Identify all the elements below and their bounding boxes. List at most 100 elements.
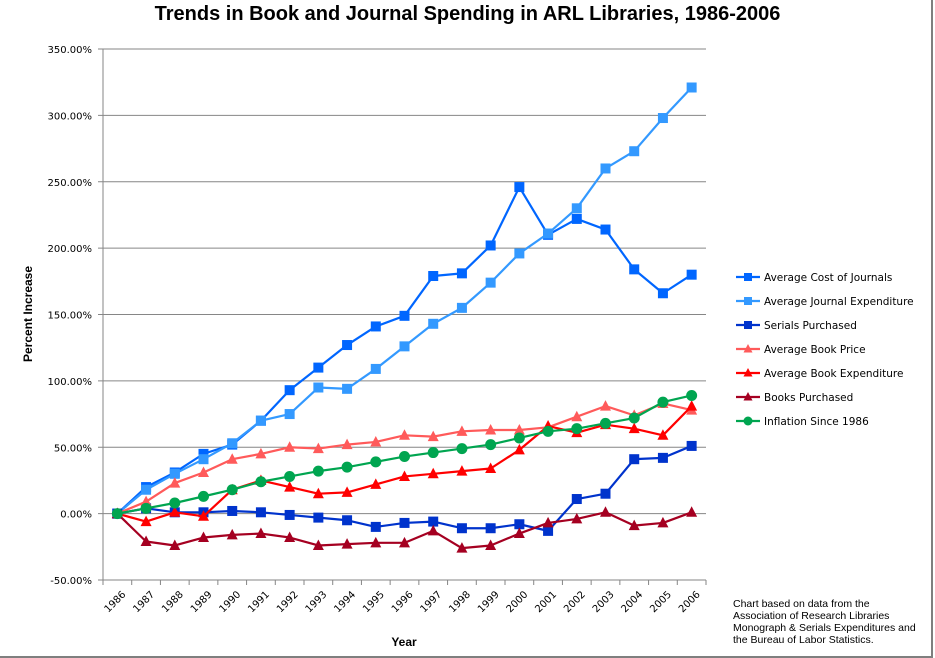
- x-tick-label: 1993: [304, 589, 330, 615]
- data-point: [743, 392, 753, 401]
- x-tick-label: 1999: [476, 589, 502, 615]
- data-point: [284, 531, 296, 543]
- legend-label: Average Book Expenditure: [764, 368, 903, 380]
- legend-item: Average Cost of Journals: [736, 272, 892, 284]
- x-tick-label: 1988: [160, 589, 186, 615]
- series-group: [111, 82, 698, 553]
- series-inflation-since-1986: [111, 389, 698, 520]
- data-point: [686, 82, 697, 93]
- data-point: [140, 515, 152, 527]
- data-point: [600, 163, 611, 174]
- data-point: [744, 321, 752, 329]
- data-point: [485, 523, 496, 534]
- data-point: [600, 506, 611, 517]
- data-point: [169, 477, 181, 488]
- y-tick-label: 100.00%: [48, 377, 93, 388]
- data-point: [399, 310, 410, 321]
- data-point: [485, 439, 497, 451]
- data-point: [341, 438, 353, 450]
- data-point: [312, 442, 324, 454]
- x-tick-label: 1986: [103, 589, 129, 615]
- data-point: [427, 467, 439, 479]
- data-point: [341, 461, 353, 473]
- x-tick-label: 1991: [246, 589, 272, 615]
- data-point: [456, 523, 467, 534]
- x-tick-label: 2001: [533, 589, 559, 615]
- data-point: [255, 507, 266, 518]
- y-tick-label: 300.00%: [48, 111, 93, 122]
- data-point: [686, 400, 698, 411]
- series-books-purchased: [111, 506, 698, 553]
- data-point: [427, 524, 439, 536]
- y-tick-label: 150.00%: [48, 311, 93, 322]
- data-point: [141, 484, 152, 495]
- data-point: [370, 521, 381, 532]
- data-point: [514, 182, 525, 193]
- x-tick-label: 1989: [189, 589, 215, 615]
- data-point: [111, 508, 123, 520]
- legend-label: Average Cost of Journals: [764, 272, 892, 284]
- legend-label: Inflation Since 1986: [764, 416, 869, 428]
- legend-item: Average Book Expenditure: [736, 368, 903, 380]
- x-tick-label: 2000: [505, 589, 531, 615]
- data-point: [342, 340, 353, 351]
- data-point: [255, 415, 266, 426]
- data-point: [399, 451, 410, 463]
- data-point: [571, 494, 582, 505]
- data-point: [226, 453, 238, 464]
- data-point: [370, 321, 381, 332]
- y-tick-label: 200.00%: [48, 244, 93, 255]
- data-point: [313, 512, 324, 523]
- legend-label: Serials Purchased: [764, 320, 857, 332]
- data-point: [284, 441, 296, 452]
- data-point: [657, 429, 669, 440]
- data-point: [284, 509, 295, 520]
- data-point: [428, 318, 439, 329]
- data-point: [456, 443, 468, 455]
- data-point: [686, 506, 698, 517]
- data-point: [284, 481, 296, 492]
- data-point: [428, 271, 439, 282]
- data-point: [686, 269, 697, 280]
- data-point: [370, 456, 382, 468]
- y-tick-label: 250.00%: [48, 178, 93, 189]
- data-point: [255, 476, 267, 488]
- data-point: [629, 146, 640, 157]
- data-point: [169, 539, 181, 550]
- x-tick-label: 1996: [390, 589, 416, 615]
- data-point: [743, 344, 753, 353]
- data-point: [427, 430, 439, 442]
- data-point: [226, 528, 238, 540]
- data-point: [571, 203, 582, 214]
- data-point: [485, 539, 497, 550]
- data-point: [399, 536, 410, 548]
- data-point: [399, 429, 410, 440]
- data-point: [543, 228, 554, 239]
- x-tick-label: 1990: [218, 589, 244, 615]
- source-annotation: Chart based on data from the Association…: [733, 598, 916, 646]
- data-point: [571, 512, 583, 524]
- data-point: [485, 277, 496, 288]
- data-point: [169, 506, 181, 517]
- data-point: [341, 486, 353, 497]
- data-point: [198, 454, 209, 465]
- data-point: [657, 396, 669, 408]
- data-point: [456, 302, 467, 313]
- data-point: [341, 538, 353, 549]
- data-point: [313, 362, 324, 373]
- data-point: [255, 527, 267, 539]
- data-point: [513, 443, 525, 455]
- data-point: [657, 288, 668, 299]
- legend: Average Cost of Journals Average Journal …: [736, 272, 914, 428]
- x-tick-label: 1994: [332, 589, 358, 615]
- data-point: [140, 535, 152, 547]
- x-tick-label: 1987: [131, 589, 157, 615]
- data-point: [428, 516, 439, 527]
- y-tick-labels: -50.00% 0.00% 50.00% 100.00% 150.00% 200.00% 2…: [48, 45, 93, 587]
- data-point: [284, 409, 295, 420]
- legend-item: Inflation Since 1986: [736, 416, 869, 428]
- data-point: [227, 438, 238, 449]
- data-point: [312, 539, 324, 550]
